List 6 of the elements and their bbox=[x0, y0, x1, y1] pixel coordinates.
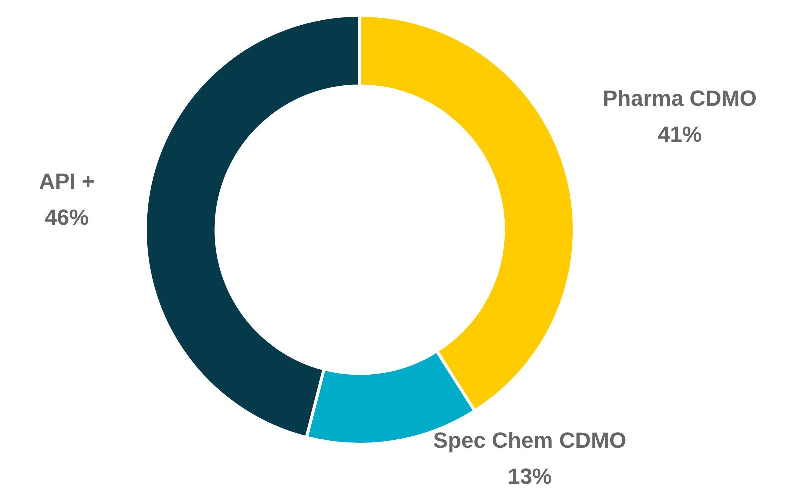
slice-label: Pharma CDMO bbox=[602, 86, 758, 112]
data-label: 13% bbox=[508, 464, 552, 490]
data-label: 41% bbox=[658, 122, 702, 148]
data-label: 46% bbox=[44, 205, 90, 230]
slice-label: Spec Chem CDMO bbox=[433, 428, 627, 454]
slice-label: API + bbox=[39, 169, 95, 194]
